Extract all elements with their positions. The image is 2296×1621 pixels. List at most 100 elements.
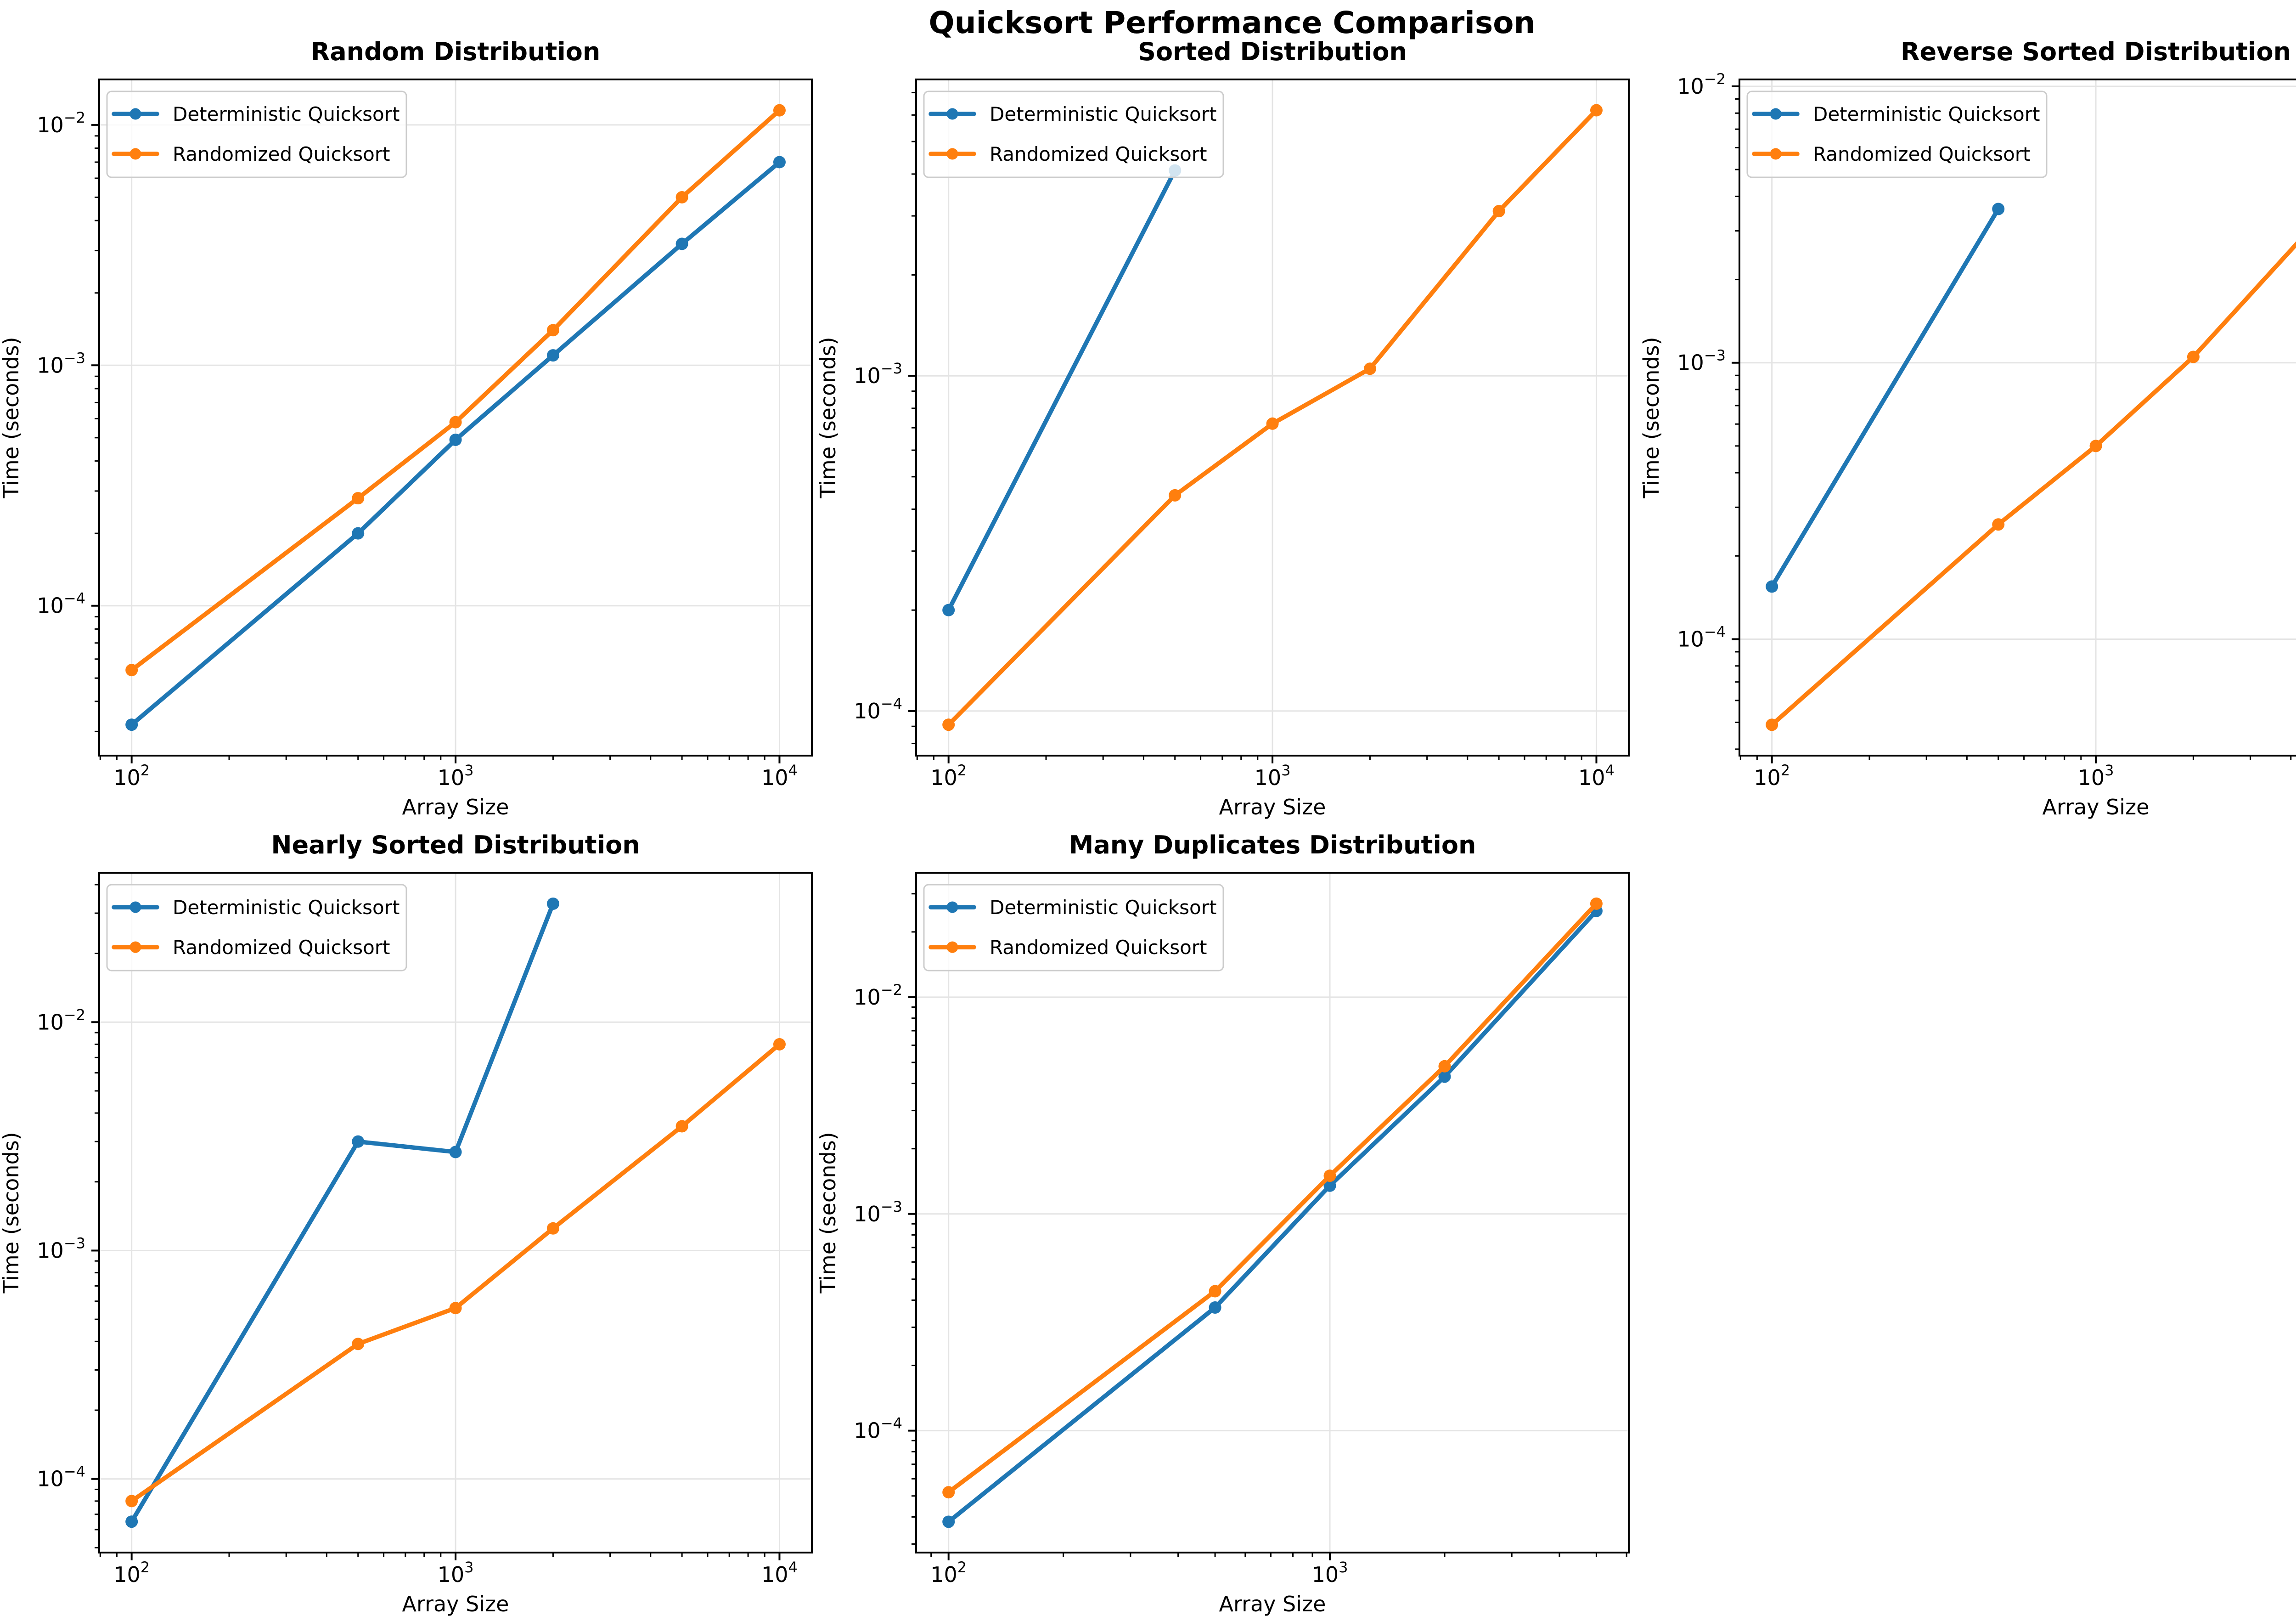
y-tick-label: 10−4 xyxy=(854,695,902,723)
legend-entry: Randomized Quicksort xyxy=(112,936,390,959)
data-point-marker xyxy=(1766,580,1778,593)
legend-entry: Deterministic Quicksort xyxy=(929,896,1216,919)
series-randomized-quicksort xyxy=(942,104,1603,731)
legend-label: Deterministic Quicksort xyxy=(1813,103,2040,125)
data-point-marker xyxy=(1590,897,1603,910)
data-point-marker xyxy=(1992,203,2005,215)
data-point-marker xyxy=(1209,1301,1221,1314)
legend-label: Randomized Quicksort xyxy=(173,936,390,959)
legend-entry: Randomized Quicksort xyxy=(1752,143,2031,165)
legend-box xyxy=(1746,90,2048,178)
legend-box xyxy=(106,884,407,971)
data-point-marker xyxy=(1992,518,2005,531)
data-point-marker xyxy=(773,1038,786,1051)
x-tick-label: 102 xyxy=(1754,762,1790,790)
y-tick-label: 10−4 xyxy=(854,1415,902,1443)
legend-box xyxy=(923,90,1224,178)
data-point-marker xyxy=(942,1486,955,1499)
panel-title: Sorted Distribution xyxy=(1138,37,1407,66)
x-axis-label: Array Size xyxy=(402,795,509,819)
x-axis-label: Array Size xyxy=(1219,795,1326,819)
legend-entry: Deterministic Quicksort xyxy=(1752,103,2040,125)
legend-entry: Randomized Quicksort xyxy=(929,936,1207,959)
data-point-marker xyxy=(2187,350,2200,363)
series-line xyxy=(129,1042,782,1503)
x-axis-label: Array Size xyxy=(2043,795,2150,819)
data-point-marker xyxy=(352,1135,365,1148)
legend: Deterministic Quicksort Randomized Quicks… xyxy=(923,90,1224,178)
panel-sorted-distribution: 102 103 104 10−4 10−3 Sorted Distribution Arra… xyxy=(816,37,1630,819)
panel-title: Many Duplicates Distribution xyxy=(1069,830,1476,859)
data-point-marker xyxy=(1492,205,1505,218)
plot-area xyxy=(1739,79,2296,756)
x-tick-label: 102 xyxy=(930,1559,967,1587)
legend-sample-marker xyxy=(129,901,141,913)
legend-sample-marker xyxy=(1770,148,1782,160)
x-tick-label: 104 xyxy=(761,762,798,790)
data-point-marker xyxy=(449,1146,462,1158)
data-point-marker xyxy=(546,324,559,337)
x-tick-label: 103 xyxy=(1312,1559,1348,1587)
series-line xyxy=(129,160,782,727)
series-line xyxy=(1769,241,2296,727)
axes-spines xyxy=(915,872,1630,1553)
panel-nearly-sorted-distribution: 102 103 104 10−4 10−3 10−2 Nearly Sorted Distr… xyxy=(0,830,813,1616)
panel-title: Reverse Sorted Distribution xyxy=(1901,37,2291,66)
series-line xyxy=(129,901,556,1524)
y-tick-label: 10−2 xyxy=(854,981,902,1010)
data-point-marker xyxy=(1169,489,1182,502)
data-point-marker xyxy=(675,191,688,203)
series-randomized-quicksort xyxy=(125,104,786,677)
panel-title: Random Distribution xyxy=(311,37,601,66)
data-point-marker xyxy=(125,664,138,677)
series-randomized-quicksort xyxy=(125,1038,786,1508)
y-axis-label: Time (seconds) xyxy=(816,337,840,498)
legend-entry: Randomized Quicksort xyxy=(929,143,1207,165)
y-tick-label: 10−2 xyxy=(37,109,85,137)
x-tick-label: 102 xyxy=(930,762,967,790)
y-tick-label: 10−3 xyxy=(37,1234,85,1263)
y-tick-label: 10−4 xyxy=(37,1463,85,1491)
series-line xyxy=(1769,207,2001,589)
series-deterministic-quicksort xyxy=(1766,203,2005,593)
data-point-marker xyxy=(1323,1169,1336,1182)
series-line xyxy=(946,168,1177,612)
legend: Deterministic Quicksort Randomized Quicks… xyxy=(1746,90,2048,178)
data-point-marker xyxy=(942,1515,955,1528)
x-axis-label: Array Size xyxy=(1219,1592,1326,1616)
legend-entry: Deterministic Quicksort xyxy=(112,103,400,125)
y-axis-label: Time (seconds) xyxy=(0,1132,23,1293)
legend-label: Randomized Quicksort xyxy=(1813,143,2031,165)
y-tick-label: 10−2 xyxy=(1677,70,1726,99)
y-tick-label: 10−3 xyxy=(37,349,85,378)
data-point-marker xyxy=(773,156,786,169)
data-point-marker xyxy=(1323,1179,1336,1192)
x-axis-label: Array Size xyxy=(402,1592,509,1616)
data-point-marker xyxy=(125,1495,138,1508)
data-point-marker xyxy=(1209,1285,1221,1298)
data-point-marker xyxy=(546,349,559,362)
data-point-marker xyxy=(2089,440,2102,452)
data-point-marker xyxy=(675,237,688,250)
y-tick-label: 10−2 xyxy=(37,1006,85,1034)
data-point-marker xyxy=(125,1515,138,1528)
data-point-marker xyxy=(352,492,365,505)
axes-spines xyxy=(915,79,1630,757)
data-point-marker xyxy=(352,1338,365,1350)
legend-sample-marker xyxy=(946,108,958,120)
x-tick-label: 102 xyxy=(113,762,150,790)
data-point-marker xyxy=(449,1302,462,1315)
data-point-marker xyxy=(1438,1060,1451,1073)
y-tick-label: 10−4 xyxy=(1677,623,1726,651)
legend: Deterministic Quicksort Randomized Quicks… xyxy=(106,884,407,971)
y-tick-label: 10−3 xyxy=(854,360,902,388)
data-point-marker xyxy=(773,104,786,117)
legend-sample-marker xyxy=(129,148,141,160)
legend: Deterministic Quicksort Randomized Quicks… xyxy=(923,884,1224,971)
legend-entry: Deterministic Quicksort xyxy=(112,896,400,919)
legend-entry: Deterministic Quicksort xyxy=(929,103,1216,125)
y-axis-label: Time (seconds) xyxy=(816,1132,840,1293)
data-point-marker xyxy=(352,527,365,540)
y-axis-label: Time (seconds) xyxy=(0,337,23,498)
